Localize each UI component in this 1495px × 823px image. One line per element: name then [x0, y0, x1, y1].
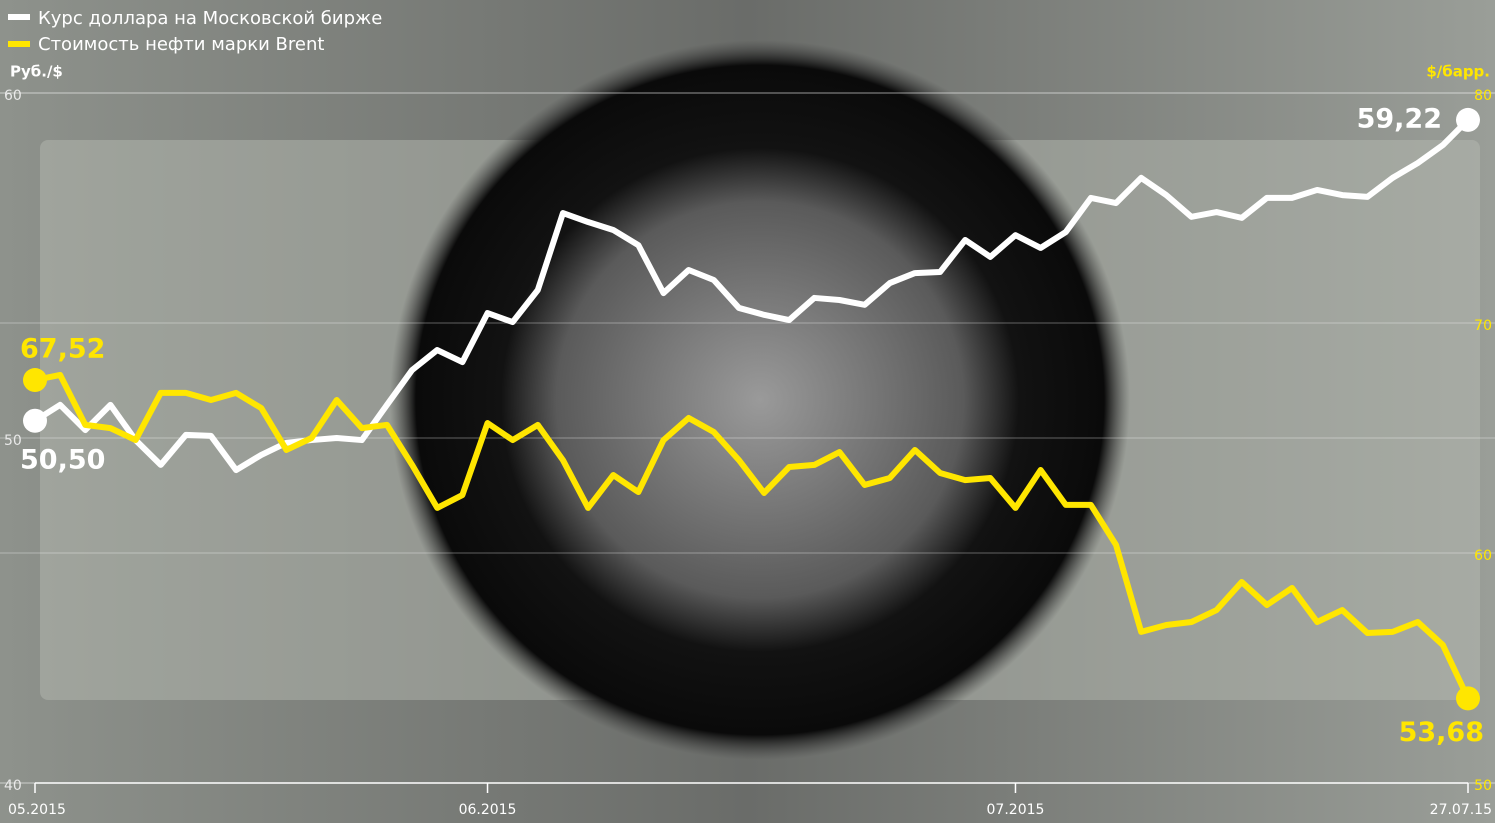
legend-label: Стоимость нефти марки Brent [38, 34, 324, 55]
end-point [23, 409, 47, 433]
y2-tick-label: 70 [1474, 318, 1492, 334]
value-label: 67,52 [20, 334, 105, 365]
end-point [23, 368, 47, 392]
legend-swatch [8, 14, 30, 20]
legend-label: Курс доллара на Московской бирже [38, 8, 382, 29]
y2-axis-label: $/барр. [1426, 63, 1490, 81]
lens [390, 40, 1130, 760]
end-point [1456, 686, 1480, 710]
value-label: 53,68 [1399, 717, 1484, 748]
y-tick-label: 60 [4, 88, 22, 104]
legend-swatch [8, 41, 30, 47]
y-tick-label: 40 [4, 778, 22, 794]
y2-tick-label: 60 [1474, 548, 1492, 564]
x-tick-label: 07.2015 [987, 802, 1045, 818]
end-point [1456, 108, 1480, 132]
x-tick-label: 05.2015 [8, 802, 66, 818]
chart: Курс доллара на Московской бирже Стоимос… [0, 0, 1495, 823]
value-label: 50,50 [20, 444, 105, 475]
y2-tick-label: 80 [1474, 88, 1492, 104]
y-axis-label: Руб./$ [10, 63, 63, 81]
x-tick-label: 06.2015 [459, 802, 517, 818]
y2-tick-label: 50 [1474, 778, 1492, 794]
value-label: 59,22 [1357, 103, 1442, 134]
x-tick-label: 27.07.15 [1430, 802, 1492, 818]
